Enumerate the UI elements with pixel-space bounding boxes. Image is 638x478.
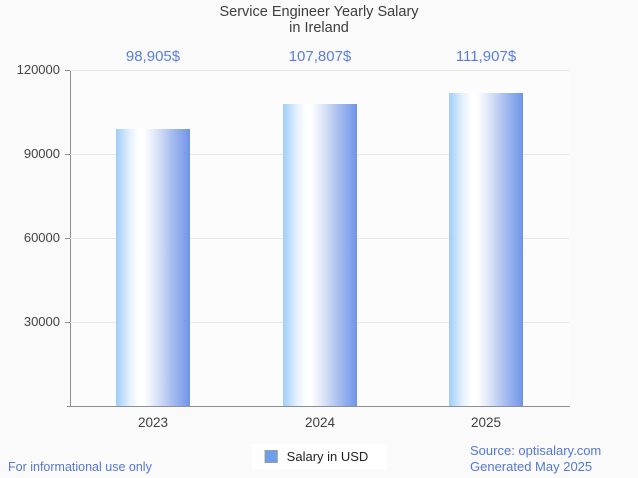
chart-title-line1: Service Engineer Yearly Salary	[219, 4, 419, 20]
legend-swatch-icon	[264, 450, 278, 463]
y-tick-icon	[65, 238, 70, 239]
chart-title: Service Engineer Yearly Salary in Irelan…	[0, 4, 638, 36]
bar	[449, 93, 523, 406]
bar-value-label: 107,807$	[288, 48, 352, 65]
gridline	[70, 70, 569, 71]
x-axis-label: 2023	[137, 415, 169, 430]
bar-value-label: 111,907$	[455, 48, 517, 65]
bar	[116, 129, 190, 406]
source-credit: Source: optisalary.com Generated May 202…	[470, 443, 601, 474]
x-axis-label: 2024	[304, 415, 336, 430]
generated-text: Generated May 2025	[470, 458, 593, 474]
legend: Salary in USD	[251, 444, 387, 469]
y-tick-label: 60000	[23, 230, 60, 245]
y-tick-icon	[65, 322, 70, 323]
x-axis-label: 2025	[470, 415, 502, 430]
legend-label: Salary in USD	[286, 449, 369, 464]
y-tick-label: 30000	[23, 314, 60, 329]
source-text: Source: optisalary.com	[470, 443, 602, 458]
x-axis-line	[67, 406, 570, 407]
y-tick-label: 90000	[23, 146, 60, 161]
bar-value-label: 98,905$	[125, 48, 181, 65]
bar	[283, 104, 357, 406]
plot-area: 30000 60000 90000 120000 98,905$ 2023 107,807$…	[17, 48, 570, 430]
chart-title-line2: in Ireland	[289, 19, 349, 36]
y-tick-icon	[65, 154, 70, 155]
y-tick-label: 120000	[16, 62, 60, 77]
y-tick-icon	[65, 70, 70, 71]
disclaimer-text: For informational use only	[8, 460, 152, 474]
